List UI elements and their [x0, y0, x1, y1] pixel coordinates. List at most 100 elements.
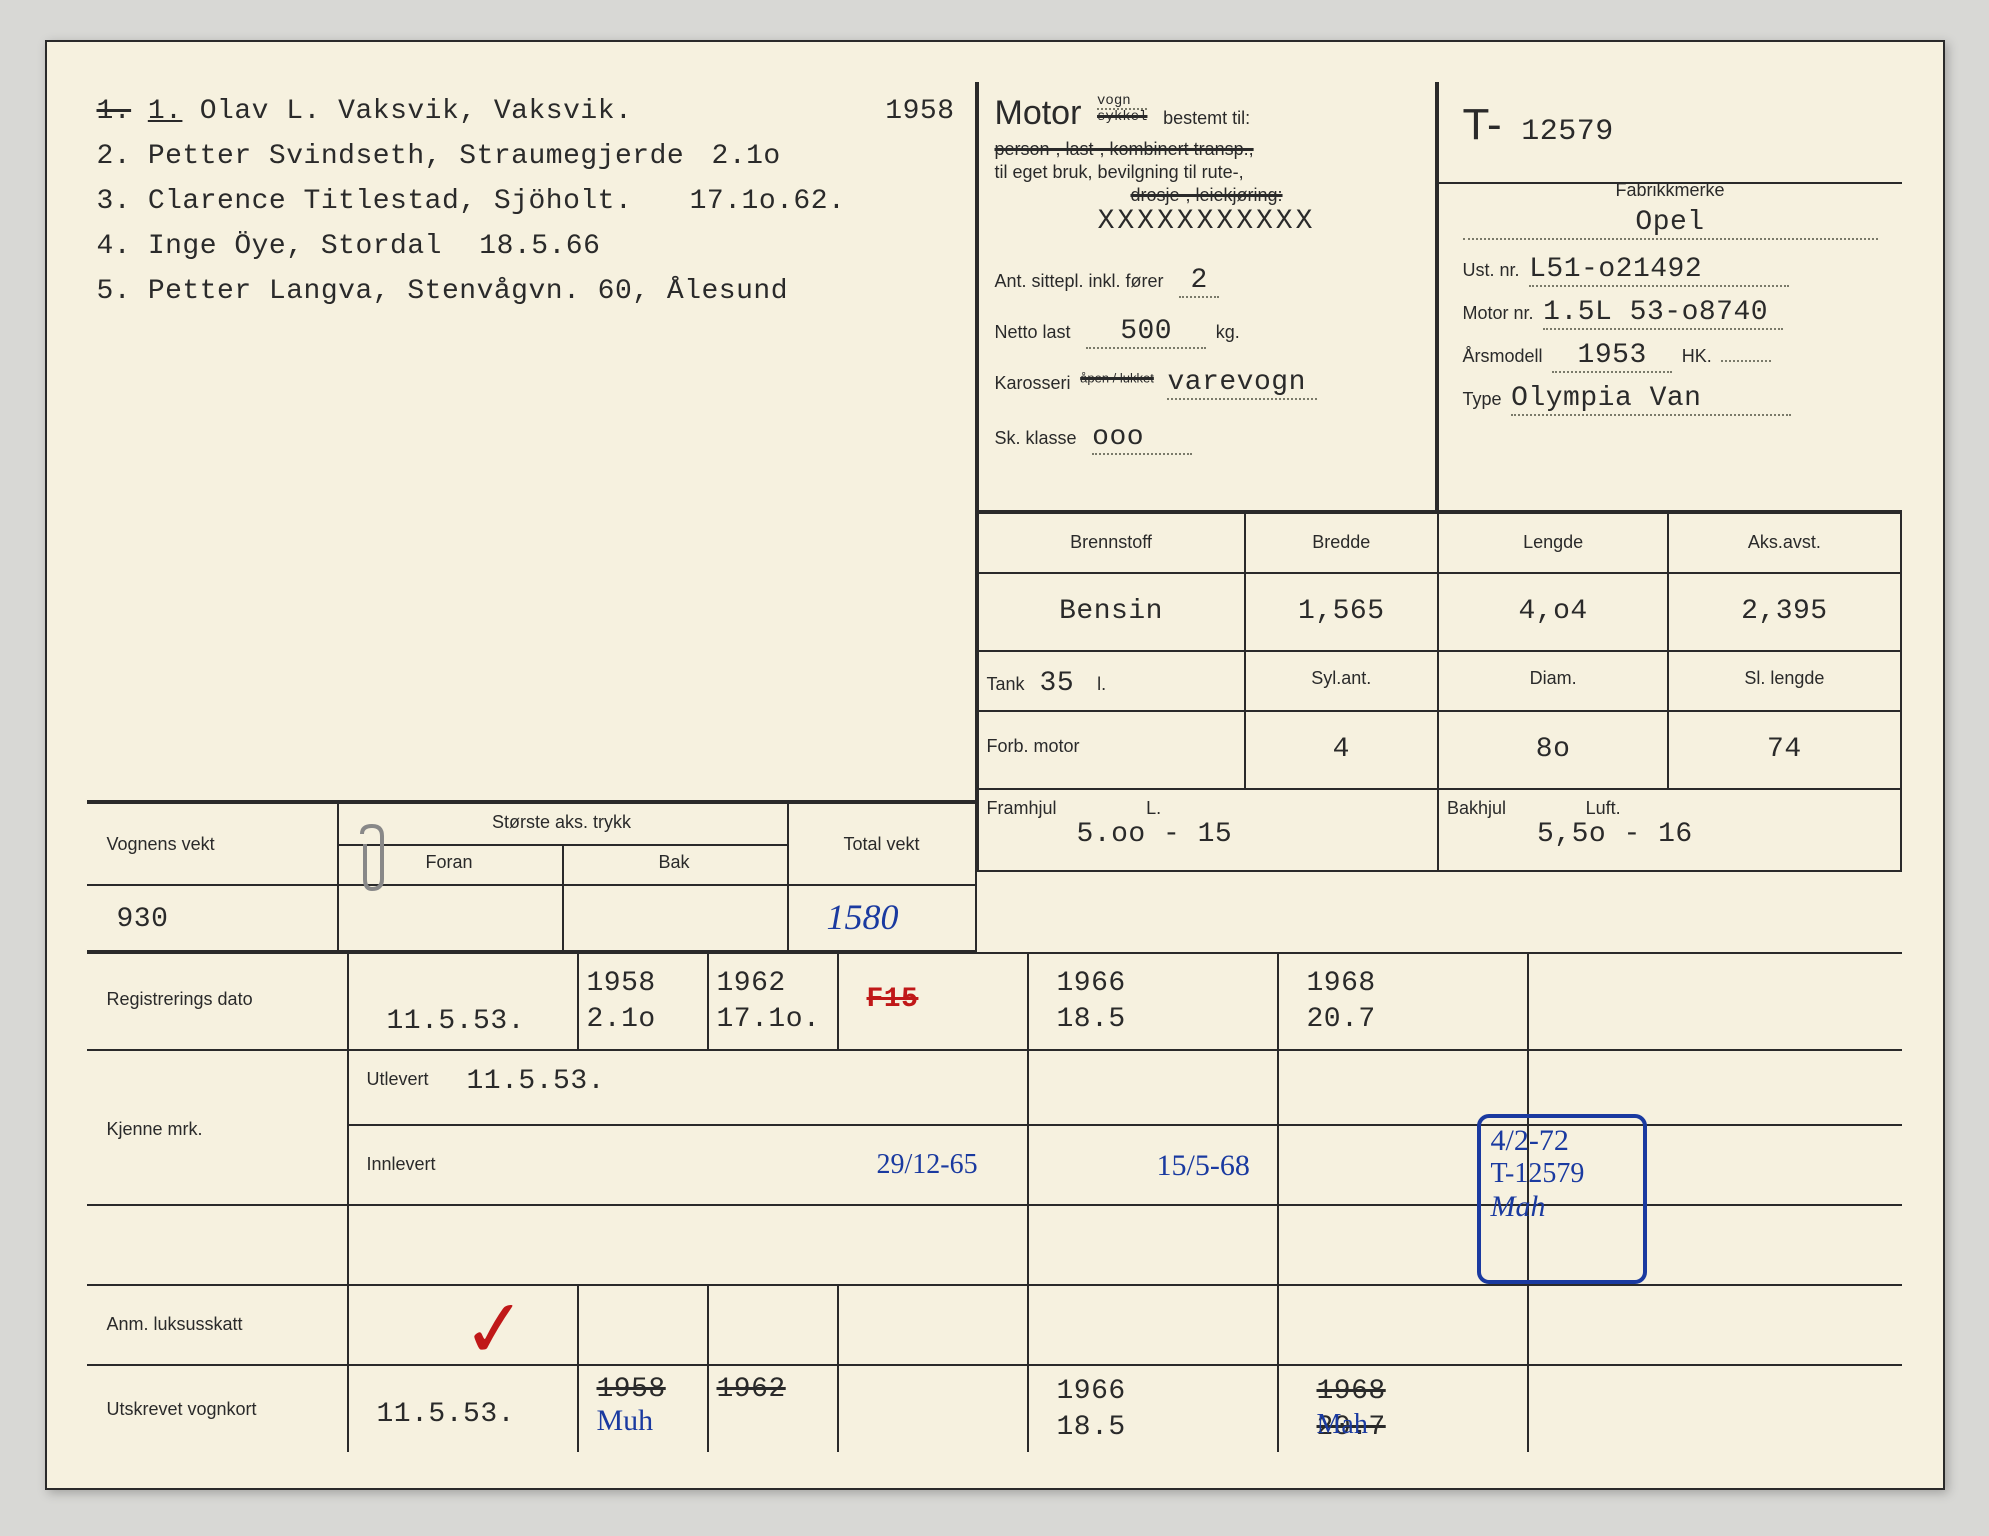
sittepl-value: 2: [1179, 265, 1219, 298]
reg-number: 12579: [1521, 115, 1614, 149]
reg-val: 11.5.53.: [387, 1006, 525, 1037]
spec-h: Lengde: [1439, 514, 1669, 572]
spec-h: Bredde: [1246, 514, 1439, 572]
owner-date: 17.1o.62.: [690, 186, 846, 217]
utlevert-label: Utlevert: [367, 1069, 429, 1090]
utskrevet-val: 11.5.53.: [377, 1399, 515, 1430]
owner-date: 18.5.66: [479, 231, 600, 262]
utskrevet-val: 1966 18.5: [1057, 1374, 1126, 1447]
spec-v: 74: [1669, 712, 1899, 788]
hk-label: HK.: [1682, 346, 1712, 366]
innlevert-label: Innlevert: [367, 1154, 436, 1175]
motor-line2: person-, last-, kombinert transp.,: [995, 139, 1419, 160]
innlevert-hand: 15/5-68: [1157, 1149, 1250, 1183]
innlevert-hand: 29/12-65: [877, 1149, 978, 1181]
owner-num: 2.: [97, 141, 131, 172]
owner-row: 3. Clarence Titlestad, Sjöholt. 17.1o.62…: [97, 186, 975, 217]
motor-sykkel: sykkel: [1097, 109, 1147, 125]
spec-v: 1,565: [1246, 574, 1439, 650]
utskrevet-label: Utskrevet vognkort: [107, 1399, 257, 1420]
reg-dato-label: Registrerings dato: [107, 989, 253, 1010]
spec-value-row: Bensin 1,565 4,o4 2,395: [977, 574, 1902, 652]
motor-field: Sk. klasse ooo: [995, 422, 1419, 455]
arsmodell-label: Årsmodell: [1463, 346, 1543, 366]
utskrevet-sig: Mah: [1317, 1409, 1368, 1441]
owner-text: Olav L. Vaksvik, Vaksvik.: [200, 96, 633, 127]
utlevert-value: 11.5.53.: [467, 1066, 605, 1097]
registration-panel: T- 12579 Fabrikkmerke Opel Ust. nr. L51-…: [1437, 82, 1902, 512]
reg-val: 1958 2.1o: [587, 966, 656, 1039]
ust-value: L51-o21492: [1529, 254, 1789, 287]
owner-row: 4. Inge Öye, Stordal 18.5.66: [97, 231, 975, 262]
owner-num: 5.: [97, 276, 131, 307]
spec-header-row2: Tank 35 l. Syl.ant. Diam. Sl. lengde: [977, 652, 1902, 712]
spec-value-row2: Forb. motor 4 8o 74: [977, 712, 1902, 790]
owner-text: Clarence Titlestad, Sjöholt.: [148, 186, 632, 217]
spec-h: Syl.ant.: [1246, 652, 1439, 710]
vognens-label: Vognens vekt: [107, 834, 215, 855]
motor-nr-value: 1.5L 53-o8740: [1543, 297, 1783, 330]
karosseri-label: Karosseri: [995, 373, 1071, 393]
spec-tank: Tank 35 l.: [979, 652, 1246, 710]
wheel-rear: Bakhjul Luft. 5,5o - 16: [1439, 790, 1900, 870]
spec-v: 4,o4: [1439, 574, 1669, 650]
red-check-icon: ✓: [462, 1272, 526, 1387]
reg-number-row: T- 12579: [1463, 100, 1878, 150]
motor-vogn: vogn: [1097, 94, 1147, 110]
reg-prefix: T-: [1463, 100, 1502, 149]
spec-h: Aks.avst.: [1669, 514, 1899, 572]
spec-h: Brennstoff: [979, 514, 1246, 572]
type-label: Type: [1463, 389, 1502, 409]
reg-redstrike: F15: [867, 984, 919, 1015]
reg-field: Motor nr. 1.5L 53-o8740: [1463, 297, 1878, 330]
reg-val: 1966 18.5: [1057, 966, 1126, 1039]
owner-text: Petter Langva, Stenvågvn. 60, Ålesund: [148, 276, 788, 307]
sk-label: Sk. klasse: [995, 428, 1077, 448]
motor-field: Netto last 500 kg.: [995, 316, 1419, 349]
motor-bestemt: bestemt til:: [1163, 108, 1250, 128]
owner-num: 1.: [97, 96, 131, 127]
spec-v: 2,395: [1669, 574, 1899, 650]
spec-h: Diam.: [1439, 652, 1669, 710]
utskrevet-val: 1962: [717, 1374, 786, 1405]
netto-label: Netto last: [995, 322, 1071, 342]
owner-num-rep: 1.: [148, 96, 183, 127]
spec-wheel-row: Framhjul L. 5.oo - 15 Bakhjul Luft. 5,5o…: [977, 790, 1902, 872]
spec-v: 4: [1246, 712, 1439, 788]
sk-value: ooo: [1092, 422, 1192, 455]
motor-panel: Motor vogn sykkel bestemt til: person-, …: [977, 82, 1437, 512]
ust-label: Ust. nr.: [1463, 260, 1520, 280]
owner-row: 1. 1. Olav L. Vaksvik, Vaksvik. 1958: [97, 96, 975, 127]
vognens-value: 930: [117, 904, 169, 935]
netto-unit: kg.: [1216, 322, 1240, 342]
motor-line3: til eget bruk, bevilgning til rute-,: [995, 162, 1419, 183]
owner-num: 4.: [97, 231, 131, 262]
hk-value: [1721, 360, 1771, 362]
boxed-note: 4/2-72 T-12579 Mah: [1477, 1114, 1647, 1284]
forb-label: Forb. motor: [979, 712, 1246, 788]
anm-label: Anm. luksusskatt: [107, 1314, 243, 1335]
motor-field: Ant. sittepl. inkl. fører 2: [995, 265, 1419, 298]
owner-date: 1958: [885, 96, 954, 127]
kjenne-label: Kjenne mrk.: [107, 1119, 203, 1140]
utskrevet-val: 1958: [597, 1374, 666, 1405]
reg-field: Type Olympia Van: [1463, 383, 1878, 416]
owner-num: 3.: [97, 186, 131, 217]
type-value: Olympia Van: [1511, 383, 1791, 416]
weight-row: Vognens vekt Største aks. trykk Foran Ba…: [87, 802, 977, 952]
total-label: Total vekt: [787, 834, 977, 855]
motor-xxx: XXXXXXXXXXX: [995, 206, 1419, 237]
spec-h: Sl. lengde: [1669, 652, 1899, 710]
registration-card: 1. 1. Olav L. Vaksvik, Vaksvik. 1958 2. …: [45, 40, 1945, 1490]
fabrikkmerke-value: Opel: [1463, 207, 1878, 240]
arsmodell-value: 1953: [1552, 340, 1672, 373]
bak-label: Bak: [562, 852, 787, 873]
reg-val: 1968 20.7: [1307, 966, 1376, 1039]
owner-row: 2. Petter Svindseth, Straumegjerde 2.1o: [97, 141, 975, 172]
wheel-front: Framhjul L. 5.oo - 15: [979, 790, 1440, 870]
owner-row: 5. Petter Langva, Stenvågvn. 60, Ålesund: [97, 276, 975, 307]
motor-title: Motor: [995, 94, 1082, 132]
utskrevet-sig: Muh: [597, 1404, 654, 1438]
karosseri-sub: åpen / lukket: [1080, 371, 1154, 386]
owners-panel: 1. 1. Olav L. Vaksvik, Vaksvik. 1958 2. …: [87, 82, 977, 802]
